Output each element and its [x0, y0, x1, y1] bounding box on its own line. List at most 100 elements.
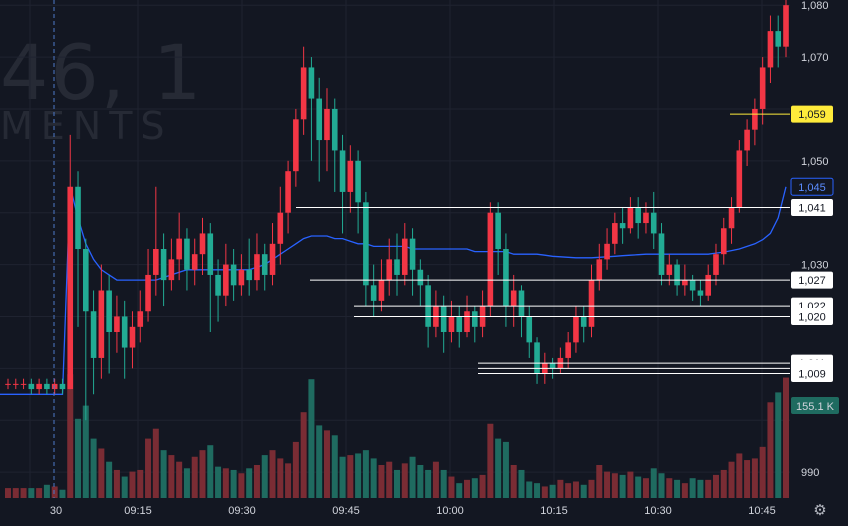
- candle-body: [643, 212, 649, 224]
- candle-body: [261, 254, 268, 275]
- volume-bar: [681, 483, 688, 498]
- candle-body: [534, 342, 540, 374]
- candle-body: [744, 129, 750, 151]
- price-label: 1,045: [798, 182, 826, 194]
- candle-body: [409, 238, 416, 270]
- volume-bar: [401, 463, 408, 498]
- candle-body: [5, 383, 11, 385]
- candle-body: [775, 31, 782, 47]
- candle-body: [176, 238, 182, 260]
- price-label: 1,041: [798, 203, 826, 215]
- candle-body: [596, 259, 603, 281]
- volume-bar: [300, 412, 307, 498]
- volume-bar: [152, 428, 159, 498]
- candle-body: [44, 383, 50, 390]
- volume-bar: [642, 478, 649, 498]
- candle-body: [417, 269, 424, 286]
- candle-body: [269, 243, 276, 275]
- y-tick-label: 1,030: [801, 260, 829, 272]
- candle-body: [59, 383, 66, 390]
- candle-body: [495, 212, 501, 249]
- volume-bar: [5, 488, 11, 498]
- candle-body: [98, 290, 105, 358]
- candle-body: [121, 316, 128, 348]
- y-tick-label: 1,070: [801, 52, 829, 64]
- candle-body: [28, 383, 35, 390]
- volume-bar: [479, 474, 486, 498]
- candle-body: [246, 269, 252, 281]
- candle-body: [518, 290, 525, 317]
- volume-bar: [246, 468, 253, 498]
- candle-body: [394, 259, 400, 275]
- chart-grid: [0, 0, 790, 498]
- candle-body: [720, 228, 727, 255]
- volume-bar: [759, 446, 766, 498]
- candle-body: [75, 186, 81, 249]
- candle-body: [650, 212, 657, 234]
- volume-bar: [417, 465, 424, 498]
- volume-bar: [269, 450, 276, 498]
- volume-bar: [619, 474, 626, 498]
- candle-body: [767, 31, 774, 68]
- volume-bar: [440, 469, 447, 498]
- volume-bar: [580, 484, 587, 498]
- x-tick-label: 09:15: [124, 505, 152, 517]
- time-axis[interactable]: 30 09:15 09:30 09:45 10:00 10:15 10:30 10:45: [0, 498, 848, 526]
- volume-bar: [783, 377, 789, 498]
- candle-body: [783, 5, 789, 47]
- volume-bar: [549, 484, 556, 498]
- volume-bar: [409, 456, 416, 498]
- candle-body: [674, 264, 680, 286]
- volume-bar: [191, 456, 198, 498]
- candle-body: [487, 212, 494, 307]
- candle-body: [331, 108, 338, 151]
- candle-body: [619, 223, 626, 229]
- volume-bar: [588, 479, 595, 498]
- volume-bar: [207, 445, 214, 498]
- price-label-box: [791, 199, 833, 216]
- volume-bar: [137, 469, 144, 498]
- volume-bar: [261, 455, 268, 498]
- candle-body: [184, 238, 190, 270]
- candle-body: [565, 342, 571, 358]
- candle-body: [230, 264, 237, 286]
- x-tick-label: 09:45: [332, 505, 360, 517]
- price-label-box: [790, 177, 834, 196]
- volume-bar: [697, 479, 704, 498]
- volume-bar: [596, 465, 603, 498]
- volume-bar: [650, 468, 657, 498]
- candle-body: [316, 98, 322, 141]
- candle-body: [90, 311, 97, 358]
- volume-bar: [183, 468, 190, 498]
- volume-bar: [308, 379, 315, 498]
- volume-bar: [712, 474, 719, 498]
- price-label-box: [791, 307, 833, 325]
- volume-bar: [215, 466, 222, 498]
- y-tick-label: 1,080: [801, 0, 829, 12]
- candle-body: [549, 363, 556, 369]
- volume-bar: [98, 448, 105, 498]
- candle-body: [137, 311, 144, 327]
- price-axis[interactable]: 1,080 1,070 1,050 1,030 990 1,059 1,045 1,041 1,…: [790, 0, 839, 479]
- gear-icon[interactable]: ⚙: [813, 502, 827, 519]
- volume-bar: [611, 473, 618, 498]
- candle-body: [658, 233, 665, 275]
- volume-label-box: [791, 397, 839, 414]
- candle-body: [448, 316, 455, 332]
- volume-bar: [12, 488, 19, 498]
- candles: [5, 0, 789, 421]
- candle-body: [580, 316, 587, 327]
- candle-body: [526, 316, 533, 343]
- volume-bar: [534, 483, 541, 498]
- candle-body: [752, 108, 758, 130]
- volume-bar: [370, 458, 377, 498]
- volume-bar: [168, 455, 175, 498]
- candle-body: [223, 264, 229, 296]
- volume-bar: [129, 471, 136, 498]
- volume-bar: [557, 479, 564, 498]
- volume-bar: [658, 473, 665, 498]
- volume-bar: [751, 458, 758, 498]
- volume-bar: [495, 438, 502, 498]
- volume-bar: [705, 479, 712, 498]
